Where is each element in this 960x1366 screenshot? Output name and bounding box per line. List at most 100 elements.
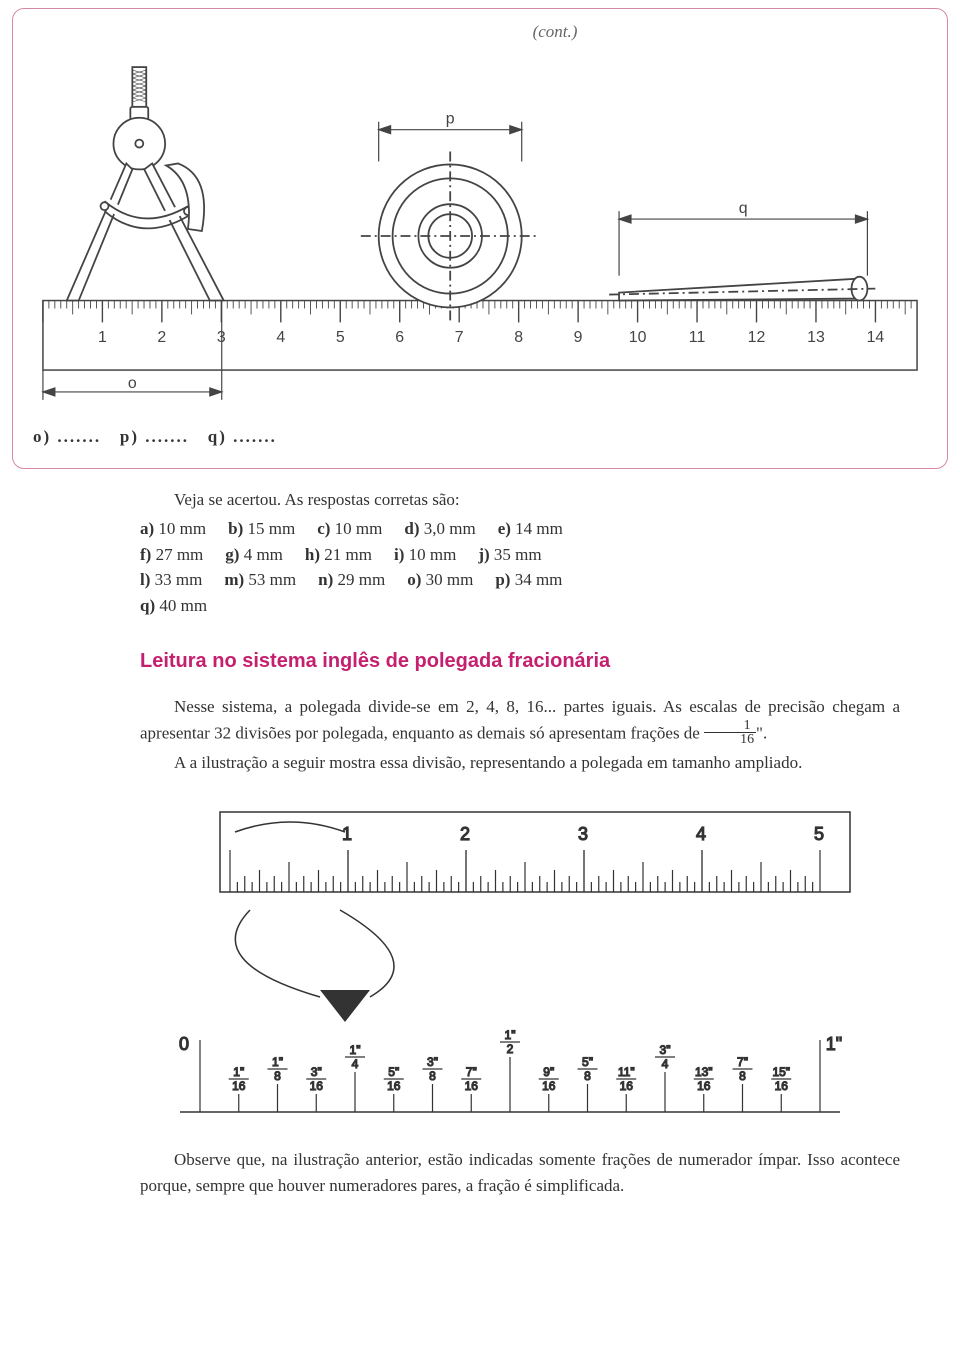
dimension-q [619,211,867,276]
body-content: Veja se acertou. As respostas corretas s… [0,487,960,1199]
fraction-label: 3"16 [306,1065,326,1093]
cont-label: (cont.) [183,19,927,45]
svg-text:2: 2 [507,1042,514,1056]
svg-text:7": 7" [466,1065,477,1079]
washer-icon [361,151,540,320]
svg-text:16: 16 [232,1079,246,1093]
svg-text:8: 8 [739,1069,746,1083]
blank-o: o) ....... [33,427,101,446]
ruler-number: 8 [514,329,523,346]
measurement-diagram: 1234567891011121314 o [33,51,927,411]
answer-cell: m) 53 mm [224,567,296,593]
answer-cell: j) 35 mm [478,542,541,568]
answer-cell: a) 10 mm [140,516,206,542]
answers-grid: a) 10 mm b) 15 mm c) 10 mm d) 3,0 mm e) 14 m… [140,516,900,618]
svg-text:5": 5" [582,1055,593,1069]
fraction-label: 3"4 [655,1043,675,1071]
answer-cell: q) 40 mm [140,593,207,619]
inch-number: 1 [342,824,352,844]
answer-cell: l) 33 mm [140,567,202,593]
svg-text:3": 3" [427,1055,438,1069]
svg-text:4: 4 [662,1057,669,1071]
answer-cell: d) 3,0 mm [404,516,475,542]
svg-text:16: 16 [465,1079,479,1093]
para-2: A a ilustração a seguir mostra essa divi… [140,750,900,776]
svg-text:7": 7" [737,1055,748,1069]
answer-cell: e) 14 mm [498,516,563,542]
answers-row: f) 27 mm g) 4 mm h) 21 mm i) 10 mm j) 35 mm [140,542,900,568]
svg-text:4: 4 [352,1057,359,1071]
blank-p: p) ....... [120,427,189,446]
svg-text:1": 1" [826,1034,842,1054]
svg-text:8: 8 [584,1069,591,1083]
ruler-number: 4 [276,329,285,346]
svg-text:3": 3" [311,1065,322,1079]
svg-text:13": 13" [695,1065,713,1079]
awl-icon [609,276,875,300]
dim-q-label: q [739,200,748,217]
arrow-down-icon [320,990,370,1022]
answer-cell: c) 10 mm [317,516,382,542]
svg-text:8: 8 [274,1069,281,1083]
svg-text:16: 16 [310,1079,324,1093]
ruler-number: 14 [867,329,885,346]
ruler-number: 9 [574,329,583,346]
inch-ruler-diagram: 12345 01"1"161"83"161"45"163"87"161"29"1… [140,792,860,1122]
answer-cell: i) 10 mm [394,542,456,568]
svg-text:16: 16 [620,1079,634,1093]
answer-cell: f) 27 mm [140,542,203,568]
fraction-label: 1"4 [345,1043,365,1071]
svg-text:15": 15" [772,1065,790,1079]
fraction-label: 7"16 [461,1065,481,1093]
svg-text:0: 0 [179,1034,189,1054]
magnifier-arc [235,822,345,832]
answer-cell: g) 4 mm [225,542,283,568]
ruler-number: 13 [807,329,825,346]
inline-fraction: 116 [704,719,756,748]
ruler-number: 11 [689,329,706,346]
fraction-label: 3"8 [423,1055,443,1083]
fraction-label: 11"16 [616,1065,636,1093]
svg-text:1": 1" [272,1055,283,1069]
svg-text:5": 5" [388,1065,399,1079]
svg-text:16: 16 [542,1079,556,1093]
svg-text:1": 1" [505,1028,516,1042]
answers-row: a) 10 mm b) 15 mm c) 10 mm d) 3,0 mm e) 14 m… [140,516,900,542]
ruler-number: 5 [336,329,345,346]
exercise-frame: (cont.) 1234567891011121314 o [12,8,948,469]
blank-q: q) ....... [208,427,277,446]
inch-number: 3 [578,824,588,844]
fraction-label: 1"16 [229,1065,249,1093]
fraction-label: 15"16 [771,1065,791,1093]
fraction-label: 1"8 [268,1055,288,1083]
para-1: Nesse sistema, a polegada divide-se em 2… [140,694,900,748]
answers-row: l) 33 mm m) 53 mm n) 29 mm o) 30 mm p) 34 mm [140,567,900,593]
answers-row: q) 40 mm [140,593,900,619]
inch-number: 5 [814,824,824,844]
fraction-label: 1"2 [500,1028,520,1056]
exercise-blanks: o) ....... p) ....... q) ....... [33,424,927,450]
answer-cell: b) 15 mm [228,516,295,542]
svg-text:9": 9" [543,1065,554,1079]
ruler-number: 7 [455,329,464,346]
compass-icon [67,67,224,300]
dim-p-label: p [446,110,455,127]
para-3: Observe que, na ilustração anterior, est… [140,1147,900,1198]
svg-text:8: 8 [429,1069,436,1083]
ruler-number: 6 [395,329,404,346]
fraction-label: 13"16 [694,1065,714,1093]
inch-number: 4 [696,824,706,844]
answers-intro: Veja se acertou. As respostas corretas s… [140,487,900,513]
answer-cell: n) 29 mm [318,567,385,593]
answer-cell: p) 34 mm [495,567,562,593]
inch-number: 2 [460,824,470,844]
fraction-label: 5"16 [384,1065,404,1093]
svg-text:16: 16 [387,1079,401,1093]
ruler-number: 10 [629,329,647,346]
svg-text:1": 1" [233,1065,244,1079]
answer-cell: o) 30 mm [407,567,473,593]
svg-text:16: 16 [775,1079,789,1093]
answer-cell: h) 21 mm [305,542,372,568]
fraction-label: 9"16 [539,1065,559,1093]
fraction-label: 7"8 [733,1055,753,1083]
